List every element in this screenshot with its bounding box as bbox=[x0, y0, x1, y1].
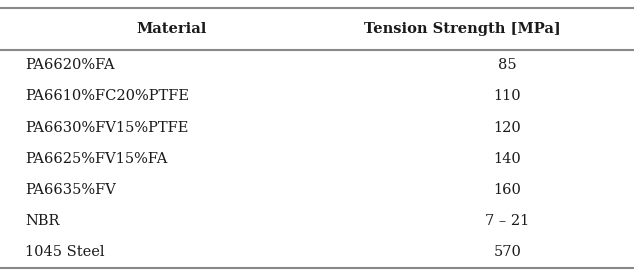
Text: Tension Strength [MPa]: Tension Strength [MPa] bbox=[365, 22, 561, 36]
Text: PA6635%FV: PA6635%FV bbox=[25, 183, 116, 197]
Text: PA6625%FV15%FA: PA6625%FV15%FA bbox=[25, 152, 168, 166]
Text: PA6630%FV15%PTFE: PA6630%FV15%PTFE bbox=[25, 121, 189, 135]
Text: 85: 85 bbox=[498, 58, 517, 72]
Text: PA6620%FA: PA6620%FA bbox=[25, 58, 115, 72]
Text: 160: 160 bbox=[493, 183, 521, 197]
Text: 1045 Steel: 1045 Steel bbox=[25, 245, 105, 259]
Text: 570: 570 bbox=[493, 245, 521, 259]
Text: 7 – 21: 7 – 21 bbox=[485, 214, 529, 228]
Text: PA6610%FC20%PTFE: PA6610%FC20%PTFE bbox=[25, 89, 190, 104]
Text: 120: 120 bbox=[493, 121, 521, 135]
Text: 110: 110 bbox=[493, 89, 521, 104]
Text: NBR: NBR bbox=[25, 214, 60, 228]
Text: 140: 140 bbox=[493, 152, 521, 166]
Text: Material: Material bbox=[136, 22, 207, 36]
